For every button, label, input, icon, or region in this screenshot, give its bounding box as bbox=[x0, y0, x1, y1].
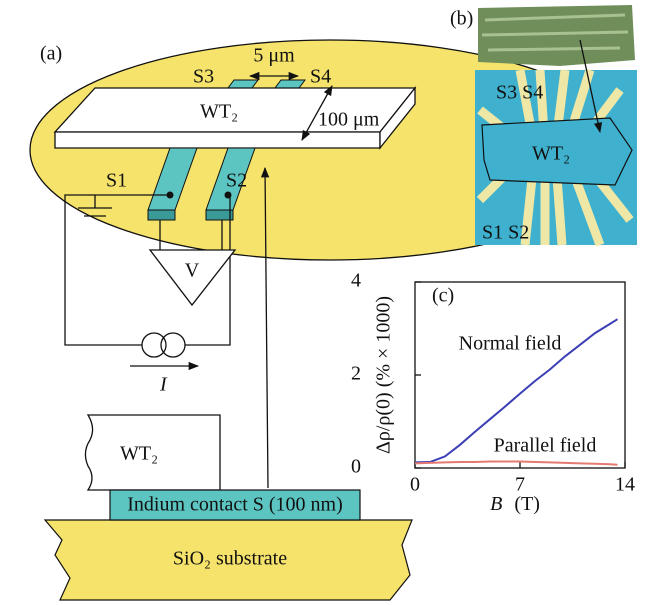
electrode-label: S3 bbox=[193, 66, 214, 88]
slab-front bbox=[55, 132, 380, 148]
electrode-s4 bbox=[275, 80, 305, 88]
x-tick-label: 7 bbox=[515, 474, 525, 496]
flake-label: WT₂ bbox=[532, 143, 570, 165]
meter-label: V bbox=[185, 260, 200, 282]
x-axis-symbol: B bbox=[490, 493, 502, 515]
flake-label: WT₂ bbox=[200, 101, 238, 123]
electrode-label: S1 bbox=[106, 170, 127, 192]
electrode-label: S2 bbox=[226, 170, 247, 192]
electrode-label: S3 S4 bbox=[496, 82, 543, 104]
x-axis-label: B (T) bbox=[490, 493, 540, 515]
panel-label: (a) bbox=[40, 43, 62, 65]
substrate-label: SiO₂ substrate bbox=[173, 548, 287, 570]
current-source bbox=[142, 333, 166, 357]
panel-label: (b) bbox=[450, 8, 473, 30]
electrode-s2-side bbox=[206, 210, 233, 220]
electrode-label: S1 S2 bbox=[482, 222, 529, 244]
series-label: Normal field bbox=[459, 333, 562, 355]
electrode-label: S4 bbox=[310, 66, 331, 88]
electrode-s3 bbox=[228, 80, 258, 88]
panel-c: (c) Δρ/ρ(0) (% × 1000) B (T) 0 2 4 0 7 14 Norma… bbox=[351, 270, 635, 515]
panel-b: (b) S3 S4 WT₂ S1 S2 bbox=[450, 5, 637, 245]
flake-label: WT₂ bbox=[120, 443, 158, 465]
current-source bbox=[161, 333, 185, 357]
x-tick-label: 14 bbox=[615, 474, 635, 496]
y-tick-label: 0 bbox=[351, 456, 361, 478]
panel-label: (c) bbox=[432, 285, 454, 307]
y-tick-label: 4 bbox=[351, 270, 361, 292]
figure: (a) 5 μm S3 S4 WT₂ 100 μm S1 S2 V I WT₂ … bbox=[0, 0, 652, 605]
series-label: Parallel field bbox=[494, 435, 597, 457]
x-tick-label: 0 bbox=[410, 474, 420, 496]
gap-label: 5 μm bbox=[253, 45, 295, 67]
width-label: 100 μm bbox=[318, 109, 380, 131]
x-axis-unit: (T) bbox=[514, 493, 540, 515]
current-label: I bbox=[159, 374, 168, 396]
electrode-s1-side bbox=[148, 210, 175, 220]
y-axis-label: Δρ/ρ(0) (% × 1000) bbox=[373, 296, 395, 454]
series-line bbox=[415, 462, 618, 465]
y-tick-label: 2 bbox=[351, 363, 361, 385]
contact-label: Indium contact S (100 nm) bbox=[127, 494, 343, 516]
